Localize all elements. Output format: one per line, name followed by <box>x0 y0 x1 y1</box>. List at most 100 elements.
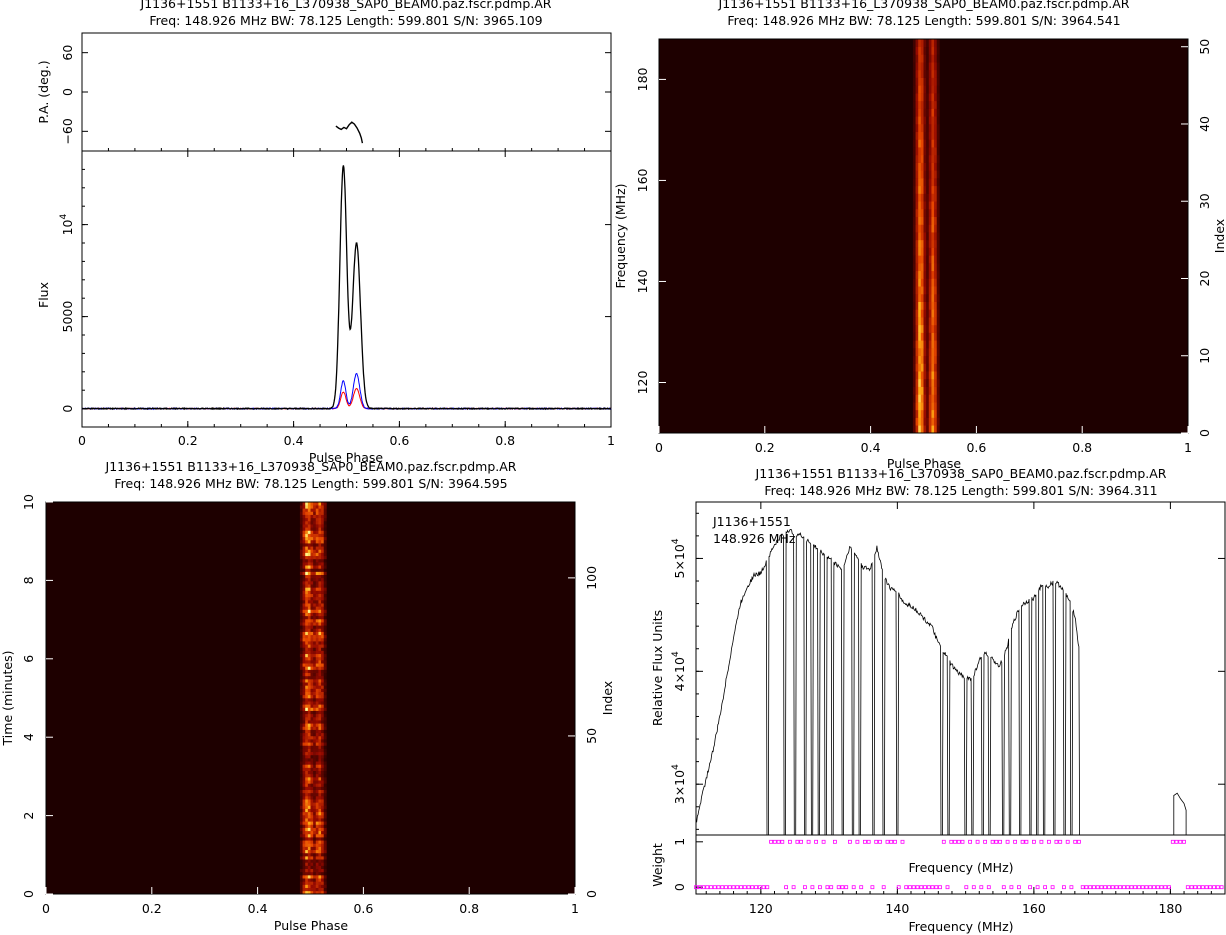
weight-marker <box>1159 885 1164 890</box>
time-phase-cell <box>323 663 327 667</box>
time-phase-cell <box>323 625 327 629</box>
time-phase-cell <box>302 856 306 860</box>
freq-phase-cell <box>934 77 938 86</box>
time-phase-cell <box>310 536 314 541</box>
time-phase-cell <box>299 679 303 683</box>
freq-phase-cell <box>923 425 927 434</box>
freq-phase-cell <box>920 185 924 194</box>
time-phase-cell <box>307 837 311 841</box>
time-phase-cell <box>321 761 325 765</box>
time-phase-cell <box>302 710 306 715</box>
time-phase-cell <box>315 637 319 642</box>
time-phase-cell <box>302 777 306 781</box>
time-phase-cell <box>307 508 311 512</box>
time-phase-cell <box>302 821 306 825</box>
time-phase-cell <box>321 821 325 825</box>
time-phase-cell <box>315 520 319 525</box>
time-phase-cell <box>323 720 327 724</box>
time-phase-cell <box>313 508 317 512</box>
freq-phase-cell <box>918 263 922 272</box>
time-phase-cell <box>307 871 311 876</box>
freq-phase-cell <box>915 286 919 295</box>
freq-phase-cell <box>926 232 930 241</box>
freq-phase-cell <box>912 54 916 63</box>
time-phase-cell <box>299 514 303 519</box>
freq-phase-cell <box>931 263 935 272</box>
time-phase-cell <box>323 546 327 550</box>
time-phase-cell <box>299 761 303 765</box>
freq-phase-cell <box>928 62 932 71</box>
time-phase-cell <box>299 856 303 860</box>
time-phase-cell <box>299 802 303 806</box>
time-phase-cell <box>313 505 317 509</box>
freq-phase-cell <box>918 193 922 202</box>
time-phase-cell <box>305 631 309 636</box>
time-phase-cell <box>305 502 309 506</box>
freq-phase-cell <box>920 239 924 248</box>
freq-phase-cell <box>923 309 927 318</box>
freq-phase-cell <box>912 409 916 418</box>
freq-phase-cell <box>923 147 927 156</box>
pa-ylabel: P.A. (deg.) <box>36 60 51 123</box>
time-phase-cell <box>313 796 317 800</box>
time-phase-cell <box>299 881 303 885</box>
weight-marker <box>1047 839 1051 844</box>
time-phase-frame <box>45 501 576 895</box>
freq-phase-cell <box>915 340 919 349</box>
time-phase-cell <box>305 754 309 759</box>
time-phase-cell <box>318 669 322 674</box>
weight-marker <box>825 885 830 890</box>
time-phase-xlabel: Pulse Phase <box>274 918 349 933</box>
time-phase-cell <box>315 805 319 809</box>
time-phase-cell <box>310 805 314 809</box>
freq-phase-cell <box>936 224 940 233</box>
freq-phase-cell <box>912 139 916 148</box>
time-phase-cell <box>310 818 314 822</box>
time-phase-cell <box>321 508 325 512</box>
time-phase-cell <box>305 761 309 765</box>
weight-marker <box>990 839 995 844</box>
time-phase-cell <box>299 698 303 702</box>
time-phase-cell <box>315 511 319 515</box>
freq-phase-cell <box>923 108 927 117</box>
freq-phase-panel: J1136+1551 B1133+16_L370938_SAP0_BEAM0.p… <box>613 0 1226 471</box>
weight-marker <box>772 839 777 844</box>
time-phase-cell <box>318 748 322 753</box>
freq-phase-cell <box>915 170 919 179</box>
time-phase-cell <box>315 758 319 762</box>
freq-phase-cell <box>915 193 919 202</box>
time-phase-cell <box>318 830 322 835</box>
freq-phase-cell <box>923 185 927 194</box>
time-phase-cell <box>310 691 314 696</box>
freq-phase-cell <box>912 193 916 202</box>
time-phase-cell <box>313 682 317 686</box>
time-phase-cell <box>315 593 319 598</box>
weight-marker <box>1077 839 1081 844</box>
time-phase-cell <box>310 849 314 854</box>
time-phase-cell <box>310 622 314 626</box>
time-phase-cell <box>305 805 309 809</box>
time-phase-cell <box>299 688 303 692</box>
freq-phase-cell <box>918 301 922 310</box>
time-phase-cell <box>313 890 317 895</box>
time-phase-cell <box>323 543 327 547</box>
time-phase-cell <box>310 530 314 534</box>
time-phase-cell <box>305 710 309 715</box>
time-phase-cell <box>305 720 309 724</box>
time-phase-cell <box>310 846 314 851</box>
time-phase-cell <box>323 644 327 648</box>
time-phase-cell <box>299 786 303 790</box>
time-phase-cell <box>302 840 306 844</box>
time-phase-cell <box>302 562 306 566</box>
time-phase-cell <box>313 748 317 753</box>
freq-phase-cell <box>936 131 940 140</box>
time-phase-cell <box>299 663 303 667</box>
time-phase-cell <box>302 549 306 553</box>
time-phase-cell <box>299 805 303 809</box>
time-phase-cell <box>299 710 303 715</box>
weight-marker <box>1163 885 1168 890</box>
time-phase-cell <box>299 530 303 534</box>
freq-phase-cell <box>928 355 932 364</box>
freq-phase-cell <box>928 278 932 287</box>
freq-phase-cell <box>931 77 935 86</box>
